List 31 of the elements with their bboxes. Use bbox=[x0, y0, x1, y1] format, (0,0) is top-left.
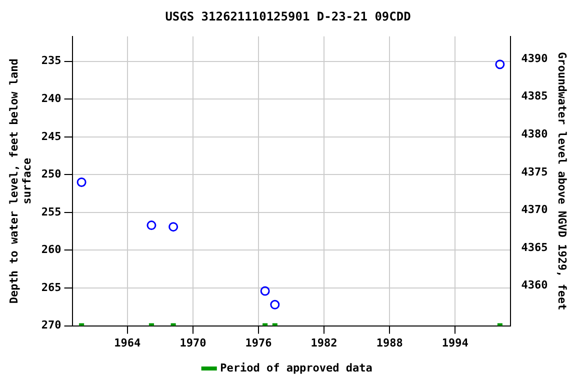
y-tick-label: 260 bbox=[41, 243, 62, 256]
y2-tick-label: 4385 bbox=[521, 90, 548, 103]
y-tick-label: 245 bbox=[41, 130, 62, 143]
x-tick-label: 1988 bbox=[376, 336, 403, 350]
y2-axis-title: Groundwater level above NGVD 1929, feet bbox=[556, 52, 569, 310]
point bbox=[495, 60, 505, 70]
y2-tick-label: 4365 bbox=[521, 240, 548, 254]
x-tick-label: 1982 bbox=[310, 336, 338, 350]
point bbox=[146, 220, 156, 230]
y-tick-label: 235 bbox=[41, 54, 62, 68]
point bbox=[270, 300, 280, 310]
legend-label: Period of approved data bbox=[220, 361, 372, 374]
x-tick-label: 1994 bbox=[442, 336, 469, 350]
y2-tick-label: 4370 bbox=[521, 203, 548, 216]
y-axis-title: Depth to water level, feet below land surface bbox=[7, 58, 34, 304]
y-tick-label: 265 bbox=[41, 280, 62, 294]
y2-tick-label: 4360 bbox=[521, 278, 548, 292]
y-tick-label: 240 bbox=[41, 92, 62, 105]
y-tick-label: 255 bbox=[41, 205, 62, 218]
x-tick-label: 1964 bbox=[114, 336, 142, 350]
y2-tick-label: 4380 bbox=[521, 127, 548, 140]
x-tick-label: 1976 bbox=[245, 336, 272, 350]
y-tick-label: 270 bbox=[41, 318, 62, 332]
y2-tick-label: 4390 bbox=[521, 52, 548, 65]
point bbox=[260, 286, 270, 296]
chart-title: USGS 312621110125901 D-23-21 09CDD bbox=[165, 9, 411, 24]
y2-tick-label: 4375 bbox=[521, 165, 548, 178]
x-tick-label: 1970 bbox=[180, 336, 206, 350]
point bbox=[76, 177, 86, 187]
point bbox=[168, 222, 178, 232]
y-tick-label: 250 bbox=[41, 168, 62, 181]
